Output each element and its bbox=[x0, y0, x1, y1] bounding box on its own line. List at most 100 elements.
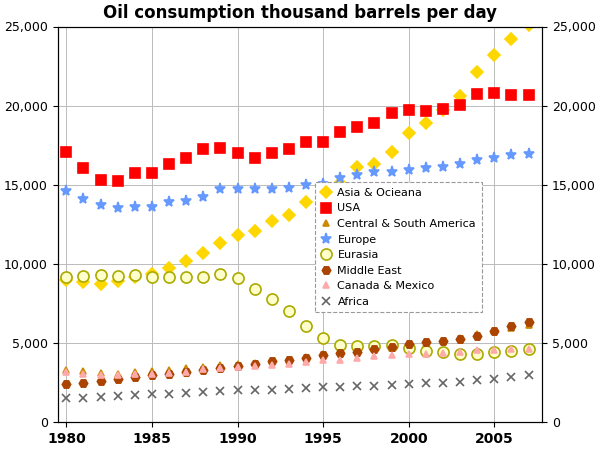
Europe bbox=[525, 151, 532, 157]
USA bbox=[148, 171, 155, 176]
Middle East bbox=[166, 371, 173, 377]
Canada & Mexico bbox=[234, 364, 241, 369]
Canada & Mexico bbox=[268, 362, 275, 368]
Eurasia bbox=[148, 274, 155, 279]
Central & South America bbox=[337, 350, 344, 355]
Line: Africa: Africa bbox=[62, 371, 533, 403]
Europe bbox=[508, 153, 515, 158]
Europe bbox=[491, 155, 498, 161]
Europe bbox=[182, 198, 190, 203]
Africa bbox=[473, 378, 481, 383]
Middle East bbox=[148, 373, 155, 378]
USA bbox=[234, 151, 241, 156]
Eurasia bbox=[405, 345, 412, 351]
Eurasia bbox=[251, 287, 258, 292]
Europe bbox=[251, 187, 258, 192]
USA bbox=[182, 156, 190, 161]
USA bbox=[251, 155, 258, 160]
Africa bbox=[217, 388, 224, 394]
Eurasia bbox=[354, 343, 361, 349]
Middle East bbox=[302, 356, 310, 361]
Asia & Ocieana bbox=[302, 199, 310, 205]
USA bbox=[166, 162, 173, 167]
Canada & Mexico bbox=[285, 362, 292, 367]
Middle East bbox=[80, 380, 87, 385]
Asia & Ocieana bbox=[97, 282, 104, 287]
Canada & Mexico bbox=[217, 365, 224, 370]
Africa bbox=[354, 383, 361, 388]
Europe bbox=[148, 204, 155, 210]
Africa bbox=[251, 388, 258, 393]
Canada & Mexico bbox=[371, 354, 378, 359]
Middle East bbox=[388, 344, 395, 350]
Canada & Mexico bbox=[405, 351, 412, 357]
Eurasia bbox=[525, 346, 532, 351]
Asia & Ocieana bbox=[268, 218, 275, 224]
Canada & Mexico bbox=[354, 356, 361, 361]
Middle East bbox=[473, 333, 481, 338]
Europe bbox=[302, 182, 310, 188]
Middle East bbox=[234, 363, 241, 369]
Asia & Ocieana bbox=[439, 108, 446, 113]
Eurasia bbox=[439, 350, 446, 355]
Central & South America bbox=[200, 364, 207, 369]
Eurasia bbox=[491, 350, 498, 355]
Central & South America bbox=[217, 362, 224, 368]
USA bbox=[217, 145, 224, 151]
Europe bbox=[405, 167, 412, 172]
Canada & Mexico bbox=[131, 371, 139, 377]
Africa bbox=[422, 381, 430, 386]
Middle East bbox=[251, 361, 258, 366]
Asia & Ocieana bbox=[337, 180, 344, 186]
Asia & Ocieana bbox=[251, 228, 258, 234]
Asia & Ocieana bbox=[491, 52, 498, 58]
Canada & Mexico bbox=[457, 349, 464, 355]
USA bbox=[422, 108, 430, 114]
Europe bbox=[439, 164, 446, 169]
Middle East bbox=[457, 336, 464, 342]
Africa bbox=[80, 395, 87, 400]
Canada & Mexico bbox=[97, 373, 104, 378]
USA bbox=[354, 125, 361, 130]
Canada & Mexico bbox=[63, 369, 70, 375]
Central & South America bbox=[80, 368, 87, 373]
Canada & Mexico bbox=[251, 363, 258, 369]
Asia & Ocieana bbox=[200, 250, 207, 256]
Europe bbox=[457, 162, 464, 167]
Eurasia bbox=[285, 309, 292, 314]
Europe bbox=[200, 195, 207, 200]
Canada & Mexico bbox=[508, 346, 515, 352]
Europe bbox=[320, 181, 327, 187]
Asia & Ocieana bbox=[166, 265, 173, 270]
Middle East bbox=[439, 338, 446, 343]
Line: Europe: Europe bbox=[61, 148, 534, 214]
Africa bbox=[200, 389, 207, 395]
Middle East bbox=[217, 365, 224, 371]
Canada & Mexico bbox=[422, 351, 430, 357]
Central & South America bbox=[422, 341, 430, 346]
Central & South America bbox=[320, 351, 327, 357]
Asia & Ocieana bbox=[234, 233, 241, 238]
Europe bbox=[131, 204, 139, 210]
Middle East bbox=[508, 324, 515, 329]
USA bbox=[320, 139, 327, 144]
Line: Middle East: Middle East bbox=[62, 317, 533, 388]
USA bbox=[371, 120, 378, 126]
USA bbox=[268, 150, 275, 155]
Eurasia bbox=[234, 275, 241, 281]
USA bbox=[337, 130, 344, 135]
USA bbox=[80, 165, 87, 171]
Africa bbox=[508, 374, 515, 380]
Line: Eurasia: Eurasia bbox=[61, 269, 534, 360]
Middle East bbox=[114, 377, 121, 382]
Legend: Asia & Ocieana, USA, Central & South America, Europe, Eurasia, Middle East, Cana: Asia & Ocieana, USA, Central & South Ame… bbox=[315, 182, 482, 312]
Asia & Ocieana bbox=[182, 258, 190, 263]
Africa bbox=[337, 384, 344, 389]
Eurasia bbox=[80, 273, 87, 279]
Canada & Mexico bbox=[302, 359, 310, 364]
Central & South America bbox=[182, 365, 190, 371]
Africa bbox=[302, 385, 310, 391]
Central & South America bbox=[508, 325, 515, 331]
Middle East bbox=[405, 341, 412, 346]
Canada & Mexico bbox=[525, 346, 532, 352]
